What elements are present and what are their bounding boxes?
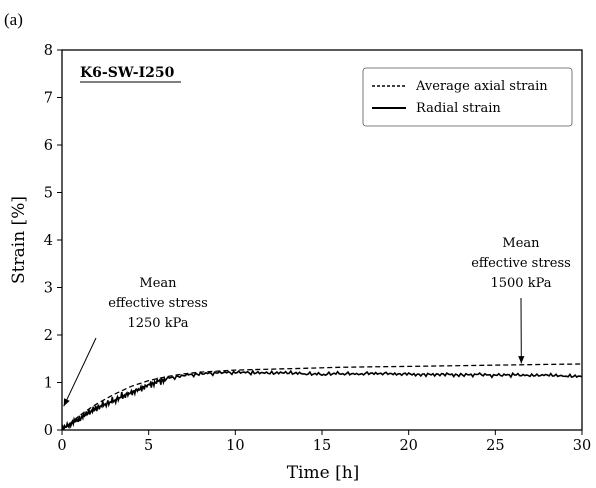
y-tick-label: 5 xyxy=(44,186,53,202)
series-layer xyxy=(61,363,583,431)
y-tick-label: 1 xyxy=(44,376,53,392)
x-tick-label: 20 xyxy=(399,438,417,454)
annotation-arrow-line xyxy=(63,337,97,407)
y-tick-label: 2 xyxy=(44,328,53,344)
annotation-arrow-head xyxy=(518,356,525,364)
annotation-text-line: 1500 kPa xyxy=(490,276,551,291)
x-tick-label: 15 xyxy=(313,438,331,454)
legend: Average axial strain Radial strain xyxy=(362,67,573,127)
series-line-axial xyxy=(61,363,583,431)
x-tick-label: 5 xyxy=(144,438,153,454)
annotation-text-line: Mean xyxy=(139,276,177,291)
x-tick-label: 30 xyxy=(573,438,591,454)
annotation-arrow-head xyxy=(63,398,70,407)
x-tick-label: 0 xyxy=(57,438,66,454)
x-tick-label: 25 xyxy=(486,438,504,454)
y-tick-label: 4 xyxy=(44,233,53,249)
legend-box xyxy=(362,67,573,127)
x-axis-label: Time [h] xyxy=(287,463,360,483)
y-tick-label: 0 xyxy=(44,423,53,439)
x-tick-label: 10 xyxy=(226,438,244,454)
y-tick-label: 3 xyxy=(44,281,53,297)
axis-ticks: 0 5 10 15 20 25 30 0 1 2 3 4 5 6 7 8 xyxy=(44,43,591,454)
annotation-text-line: effective stress xyxy=(108,296,208,311)
annotations: Mean effective stress 1250 kPa Mean effectiv… xyxy=(63,236,571,407)
panel-label: (a) xyxy=(4,10,23,29)
annotation-text-line: Mean xyxy=(502,236,540,251)
y-tick-label: 8 xyxy=(44,43,53,59)
annotation-text-line: effective stress xyxy=(471,256,571,271)
legend-label: Radial strain xyxy=(416,101,501,116)
annotation-text-line: 1250 kPa xyxy=(127,316,188,331)
specimen-label: K6-SW-I250 xyxy=(80,65,175,81)
y-tick-label: 6 xyxy=(44,138,53,154)
legend-label: Average axial strain xyxy=(415,79,548,94)
y-tick-label: 7 xyxy=(44,91,53,107)
series-line-radial xyxy=(61,369,583,431)
y-axis-label: Strain [%] xyxy=(9,196,29,284)
